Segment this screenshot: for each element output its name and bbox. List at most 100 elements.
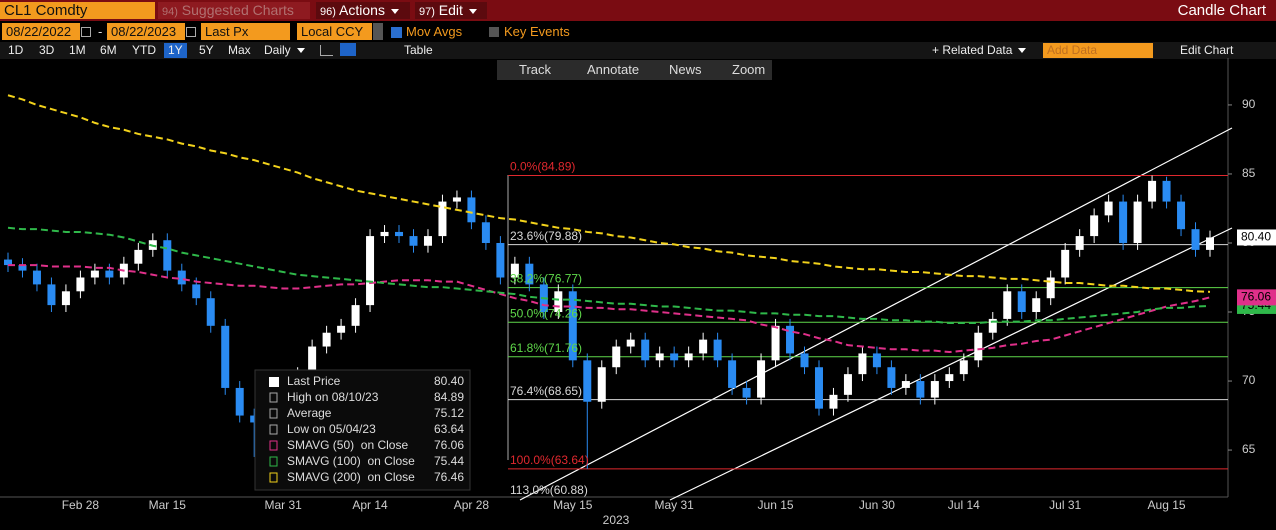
moving-average (7, 226, 1211, 325)
end-date[interactable]: 08/22/2023 (107, 23, 185, 40)
period-button[interactable]: Max (228, 43, 251, 57)
candle-body (308, 346, 317, 375)
calendar-icon[interactable] (81, 27, 91, 37)
checkbox[interactable] (489, 27, 499, 37)
fib-label: 23.6%(79.88) (510, 229, 582, 243)
candle-body (76, 277, 85, 292)
currency-dropdown[interactable] (373, 23, 383, 40)
legend-value: 76.06 (434, 438, 464, 452)
menu-number: 96) (320, 6, 336, 18)
period-button[interactable]: 6M (100, 43, 117, 57)
period-bar: 1D 3D 1M 6M YTD 1Y 5Y Max Daily Table + … (0, 42, 1276, 59)
checkbox-checked[interactable] (391, 27, 402, 38)
tool-track[interactable]: Track (519, 62, 552, 77)
candle-body (525, 263, 534, 285)
candle-body (481, 222, 490, 243)
legend-swatch (269, 456, 278, 467)
candle-body (322, 332, 331, 347)
legend-swatch (269, 472, 278, 483)
candle-body (18, 265, 27, 271)
channel-upper (519, 127, 1233, 501)
table-button[interactable]: Table (404, 43, 433, 57)
tool-news[interactable]: News (669, 62, 702, 77)
tool-zoom[interactable]: Zoom (732, 62, 766, 77)
key-events-label: Key Events (504, 24, 570, 39)
legend-swatch (269, 424, 278, 435)
add-data-input[interactable]: Add Data (1043, 43, 1153, 58)
candle-body (1017, 291, 1026, 313)
candle-body (699, 339, 708, 354)
start-date[interactable]: 08/22/2022 (2, 23, 80, 40)
candle-body (742, 387, 751, 398)
price-tag (1237, 289, 1276, 306)
x-tick-label: Aug 15 (1148, 498, 1186, 512)
related-data-label: Related Data (942, 43, 1013, 57)
candle-body (1075, 236, 1084, 250)
period-button-selected[interactable]: 1Y (164, 43, 187, 58)
channel-lower (669, 227, 1233, 501)
legend-label: Last Price (287, 374, 341, 388)
dropdown-arrow (468, 8, 477, 14)
candle-body (612, 346, 621, 368)
x-tick-label: May 15 (553, 498, 593, 512)
security-field[interactable]: CL1 Comdty (0, 2, 155, 19)
currency-select[interactable]: Local CCY (297, 23, 372, 40)
candle-body (395, 231, 404, 237)
candle-body (655, 353, 664, 361)
candle-body (568, 291, 577, 361)
candle-body (90, 270, 99, 278)
x-tick-label: Mar 31 (264, 498, 302, 512)
price-tag-label: 80.40 (1241, 230, 1271, 244)
calendar-icon[interactable] (186, 27, 196, 37)
fib-label: 76.4%(68.65) (510, 384, 582, 398)
dropdown-arrow (390, 8, 399, 14)
y-tick-label: 70 (1242, 373, 1256, 387)
candle-body (1032, 298, 1041, 313)
edit-chart-button[interactable]: Edit Chart (1176, 43, 1237, 58)
x-tick-label: May 31 (654, 498, 694, 512)
chart-tools: Track Annotate News Zoom (497, 60, 772, 80)
candle-icon[interactable] (340, 43, 356, 56)
candle-body (597, 367, 606, 402)
fib-label: 0.0%(84.89) (510, 160, 575, 174)
y-tick-label: 65 (1242, 442, 1256, 456)
period-button[interactable]: 5Y (199, 43, 214, 57)
legend-label: Low on 05/04/23 (287, 422, 376, 436)
candle-body (134, 249, 143, 264)
menu-suggested[interactable]: 94) Suggested Charts (158, 2, 310, 19)
candle-body (771, 325, 780, 361)
related-data-button[interactable]: + Related Data (928, 43, 1030, 58)
menu-actions[interactable]: 96) Actions (316, 2, 410, 19)
legend-box (254, 369, 471, 491)
period-button[interactable]: YTD (132, 43, 156, 57)
candle-body (583, 360, 592, 402)
y-tick-label: 90 (1242, 97, 1256, 111)
candle-body (684, 353, 693, 361)
legend-swatch (269, 377, 279, 387)
chart-icon[interactable] (320, 45, 333, 56)
field-select[interactable]: Last Px (201, 23, 290, 40)
period-button[interactable]: 1D (8, 43, 24, 57)
menu-edit[interactable]: 97) Edit (415, 2, 487, 19)
period-button[interactable]: 3D (39, 43, 55, 57)
price-tag-label: 76.06 (1241, 290, 1271, 304)
legend-swatch (269, 408, 278, 419)
candle-body (366, 236, 375, 306)
candle-body (1206, 237, 1214, 250)
candle-body (47, 284, 56, 306)
candle-body (467, 197, 476, 223)
period-button[interactable]: 1M (69, 43, 86, 57)
moving-average (7, 94, 1211, 293)
candle-body (337, 325, 346, 333)
candle-body (1119, 201, 1128, 243)
fib-label: 100.0%(63.64) (510, 453, 589, 467)
menu-label: Edit (438, 2, 463, 18)
legend-swatch (269, 440, 278, 451)
x-tick-label: Apr 28 (454, 498, 490, 512)
frequency-select[interactable]: Daily (260, 43, 309, 58)
edit-chart-label: Edit Chart (1180, 43, 1234, 57)
menu-number: 94) (162, 6, 178, 18)
legend-label: SMAVG (200) on Close (287, 470, 415, 484)
tool-annotate[interactable]: Annotate (587, 62, 640, 77)
legend-value: 80.40 (434, 374, 464, 388)
